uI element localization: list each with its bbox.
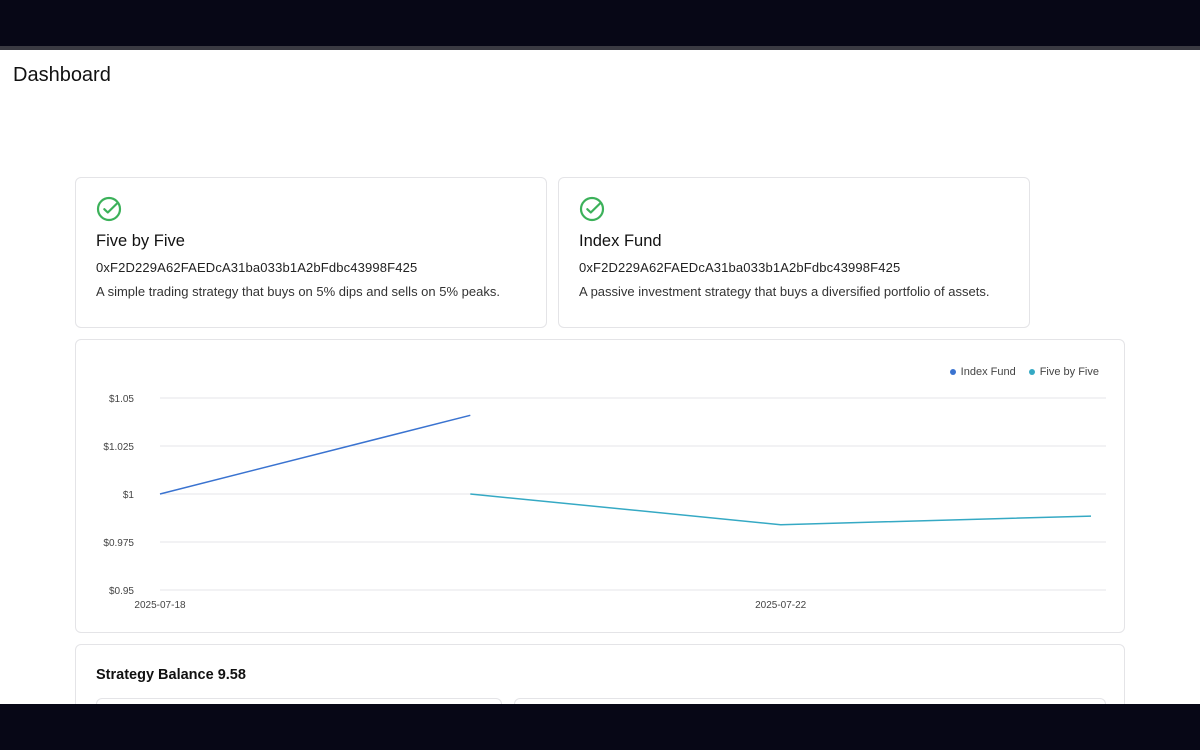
x-axis-tick-label: 2025-07-18	[134, 600, 186, 611]
y-axis-tick-label: $1.05	[109, 394, 134, 405]
legend-item-five-by-five[interactable]: Five by Five	[1028, 366, 1099, 378]
strategy-name: Index Fund	[579, 232, 662, 250]
check-circle-icon	[96, 196, 122, 222]
legend-dot-icon	[949, 369, 956, 375]
y-axis-tick-label: $1.025	[103, 442, 134, 453]
legend-label: Five by Five	[1039, 366, 1099, 378]
legend-label: Index Fund	[960, 366, 1016, 378]
series-line-five-by-five	[470, 493, 1092, 526]
check-circle-icon	[579, 196, 605, 222]
legend-dot-icon	[1028, 369, 1035, 375]
y-axis-tick-label: $0.975	[103, 538, 134, 549]
bottom-bar	[0, 704, 1200, 750]
strategy-card-five-by-five[interactable]: Five by Five 0xF2D229A62FAEDcA31ba033b1A…	[75, 177, 547, 328]
y-axis-tick-label: $1	[123, 490, 135, 501]
strategy-card-index-fund[interactable]: Index Fund 0xF2D229A62FAEDcA31ba033b1A2b…	[558, 177, 1030, 328]
browser-top-bar	[0, 0, 1200, 46]
dashboard-page: Dashboard Five by Five 0xF2D229A62FAEDcA…	[0, 50, 1200, 704]
strategy-name: Five by Five	[96, 232, 185, 250]
series-line-index-fund	[159, 414, 471, 495]
strategy-balance-title: Strategy Balance 9.58	[96, 667, 246, 683]
strategy-address: 0xF2D229A62FAEDcA31ba033b1A2bFdbc43998F4…	[96, 260, 418, 275]
chart-legend: Index Fund Five by Five	[949, 366, 1099, 378]
page-title: Dashboard	[13, 64, 111, 86]
strategy-balance-card: Strategy Balance 9.58	[75, 644, 1125, 704]
strategy-description: A simple trading strategy that buys on 5…	[96, 284, 500, 299]
balance-panel-right	[514, 698, 1106, 704]
top-bar-divider	[0, 46, 1200, 50]
legend-item-index-fund[interactable]: Index Fund	[949, 366, 1016, 378]
performance-chart-card: Index Fund Five by Five $1.05 $1.025 $1 $0.…	[75, 339, 1125, 633]
y-axis-tick-label: $0.95	[109, 586, 134, 597]
x-axis-tick-label: 2025-07-22	[755, 600, 807, 611]
strategy-address: 0xF2D229A62FAEDcA31ba033b1A2bFdbc43998F4…	[579, 260, 901, 275]
balance-panel-left	[96, 698, 502, 704]
strategy-description: A passive investment strategy that buys …	[579, 284, 990, 299]
